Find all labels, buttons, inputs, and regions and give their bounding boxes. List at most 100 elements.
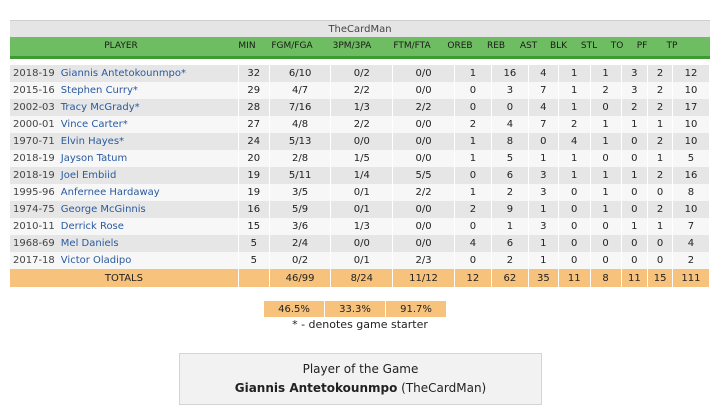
stat-pts: 7 xyxy=(672,218,711,235)
stat-tp3: 1/4 xyxy=(330,167,394,184)
stat-pf: 1 xyxy=(647,116,673,133)
boxscore-table: 2018-19 Giannis Antetokounmpo* 32 6/10 0/2 0/… xyxy=(10,65,711,287)
header-reb: REB xyxy=(486,41,506,51)
stat-fg: 5/9 xyxy=(269,201,332,218)
player-cell: 2017-18 Victor Oladipo xyxy=(10,252,239,269)
stat-ft: 0/0 xyxy=(392,150,455,167)
player-name-link[interactable]: Mel Daniels xyxy=(60,238,119,249)
stat-min: 19 xyxy=(238,184,270,201)
stat-pts: 10 xyxy=(672,201,711,218)
stat-min: 16 xyxy=(238,201,270,218)
totals-oreb: 12 xyxy=(454,269,492,287)
stat-oreb: 1 xyxy=(454,65,492,82)
stat-stl: 1 xyxy=(590,133,622,150)
stat-tp3: 2/2 xyxy=(330,82,394,99)
stat-ft: 0/0 xyxy=(392,133,455,150)
player-name-link[interactable]: Jayson Tatum xyxy=(60,153,128,164)
season-label: 2017-18 xyxy=(13,255,55,266)
stat-stl: 1 xyxy=(590,116,622,133)
stat-pts: 4 xyxy=(672,235,711,252)
player-name-link[interactable]: Giannis Antetokounmpo* xyxy=(60,68,187,79)
player-name-link[interactable]: Joel Embiid xyxy=(60,170,117,181)
stat-ft: 2/2 xyxy=(392,99,455,116)
stat-to: 3 xyxy=(621,65,649,82)
stat-fg: 7/16 xyxy=(269,99,332,116)
header-pf: PF xyxy=(636,41,648,51)
stat-stl: 2 xyxy=(590,82,622,99)
season-label: 1974-75 xyxy=(13,204,55,215)
player-name-link[interactable]: Vince Carter* xyxy=(60,119,128,130)
player-cell: 1968-69 Mel Daniels xyxy=(10,235,239,252)
header-oreb: OREB xyxy=(447,41,473,51)
header-min: MIN xyxy=(238,41,256,51)
stat-min: 28 xyxy=(238,99,270,116)
stat-blk: 2 xyxy=(558,116,591,133)
table-row: 1970-71 Elvin Hayes* 24 5/13 0/0 0/0 1 8 0 4 1 0 2 10 xyxy=(10,133,711,150)
player-name-link[interactable]: Elvin Hayes* xyxy=(60,136,125,147)
stat-pts: 10 xyxy=(672,133,711,150)
player-cell: 1970-71 Elvin Hayes* xyxy=(10,133,239,150)
stat-pf: 0 xyxy=(647,184,673,201)
player-name-link[interactable]: Anfernee Hardaway xyxy=(60,187,160,198)
totals-ft: 11/12 xyxy=(392,269,455,287)
stat-ft: 2/3 xyxy=(392,252,455,269)
stat-reb: 0 xyxy=(491,99,529,116)
stat-reb: 3 xyxy=(491,82,529,99)
player-name-link[interactable]: Tracy McGrady* xyxy=(60,102,140,113)
stat-to: 0 xyxy=(621,133,649,150)
stat-min: 32 xyxy=(238,65,270,82)
player-name-link[interactable]: George McGinnis xyxy=(60,204,146,215)
stat-min: 20 xyxy=(238,150,270,167)
stat-ast: 7 xyxy=(528,116,559,133)
header-ft: FTM/FTA xyxy=(393,41,431,51)
stat-ft: 0/0 xyxy=(392,235,455,252)
table-row: 1968-69 Mel Daniels 5 2/4 0/0 0/0 4 6 1 0 0 0 0 4 xyxy=(10,235,711,252)
totals-blk: 11 xyxy=(558,269,591,287)
stat-stl: 1 xyxy=(590,184,622,201)
player-cell: 2010-11 Derrick Rose xyxy=(10,218,239,235)
table-row: 2017-18 Victor Oladipo 5 0/2 0/1 2/3 0 2 1 0 0 0 0 2 xyxy=(10,252,711,269)
stat-stl: 0 xyxy=(590,235,622,252)
stat-to: 1 xyxy=(621,167,649,184)
stat-ast: 1 xyxy=(528,252,559,269)
header-to: TO xyxy=(610,41,624,51)
percentages-row: 46.5% 33.3% 91.7% xyxy=(264,301,447,317)
player-cell: 2018-19 Joel Embiid xyxy=(10,167,239,184)
totals-tp: 111 xyxy=(672,269,711,287)
totals-stl: 8 xyxy=(590,269,622,287)
header-fg: FGM/FGA xyxy=(271,41,313,51)
player-name-link[interactable]: Victor Oladipo xyxy=(60,255,132,266)
stat-oreb: 2 xyxy=(454,201,492,218)
stat-tp3: 1/3 xyxy=(330,218,394,235)
player-name-link[interactable]: Stephen Curry* xyxy=(60,85,138,96)
totals-to: 11 xyxy=(621,269,649,287)
stat-pf: 1 xyxy=(647,218,673,235)
stat-ft: 0/0 xyxy=(392,65,455,82)
table-row: 2018-19 Giannis Antetokounmpo* 32 6/10 0/2 0/… xyxy=(10,65,711,82)
stat-ft: 5/5 xyxy=(392,167,455,184)
stat-pts: 10 xyxy=(672,82,711,99)
season-label: 2018-19 xyxy=(13,170,55,181)
season-label: 1968-69 xyxy=(13,238,55,249)
header-player: PLAYER xyxy=(104,41,138,51)
stat-pf: 1 xyxy=(647,150,673,167)
table-row: 1995-96 Anfernee Hardaway 19 3/5 0/1 2/2 1 2 3 0 1… xyxy=(10,184,711,201)
stat-oreb: 2 xyxy=(454,116,492,133)
stat-tp3: 0/0 xyxy=(330,133,394,150)
player-cell: 2018-19 Giannis Antetokounmpo* xyxy=(10,65,239,82)
stat-ast: 4 xyxy=(528,65,559,82)
totals-pf: 15 xyxy=(647,269,673,287)
stat-fg: 4/7 xyxy=(269,82,332,99)
stat-tp3: 0/2 xyxy=(330,65,394,82)
stat-reb: 6 xyxy=(491,235,529,252)
stat-blk: 0 xyxy=(558,184,591,201)
player-cell: 1995-96 Anfernee Hardaway xyxy=(10,184,239,201)
stat-min: 19 xyxy=(238,167,270,184)
player-name-link[interactable]: Derrick Rose xyxy=(60,221,124,232)
stat-to: 1 xyxy=(621,116,649,133)
stat-reb: 4 xyxy=(491,116,529,133)
stat-to: 1 xyxy=(621,218,649,235)
stat-ast: 7 xyxy=(528,82,559,99)
stat-fg: 2/4 xyxy=(269,235,332,252)
stat-ast: 0 xyxy=(528,133,559,150)
